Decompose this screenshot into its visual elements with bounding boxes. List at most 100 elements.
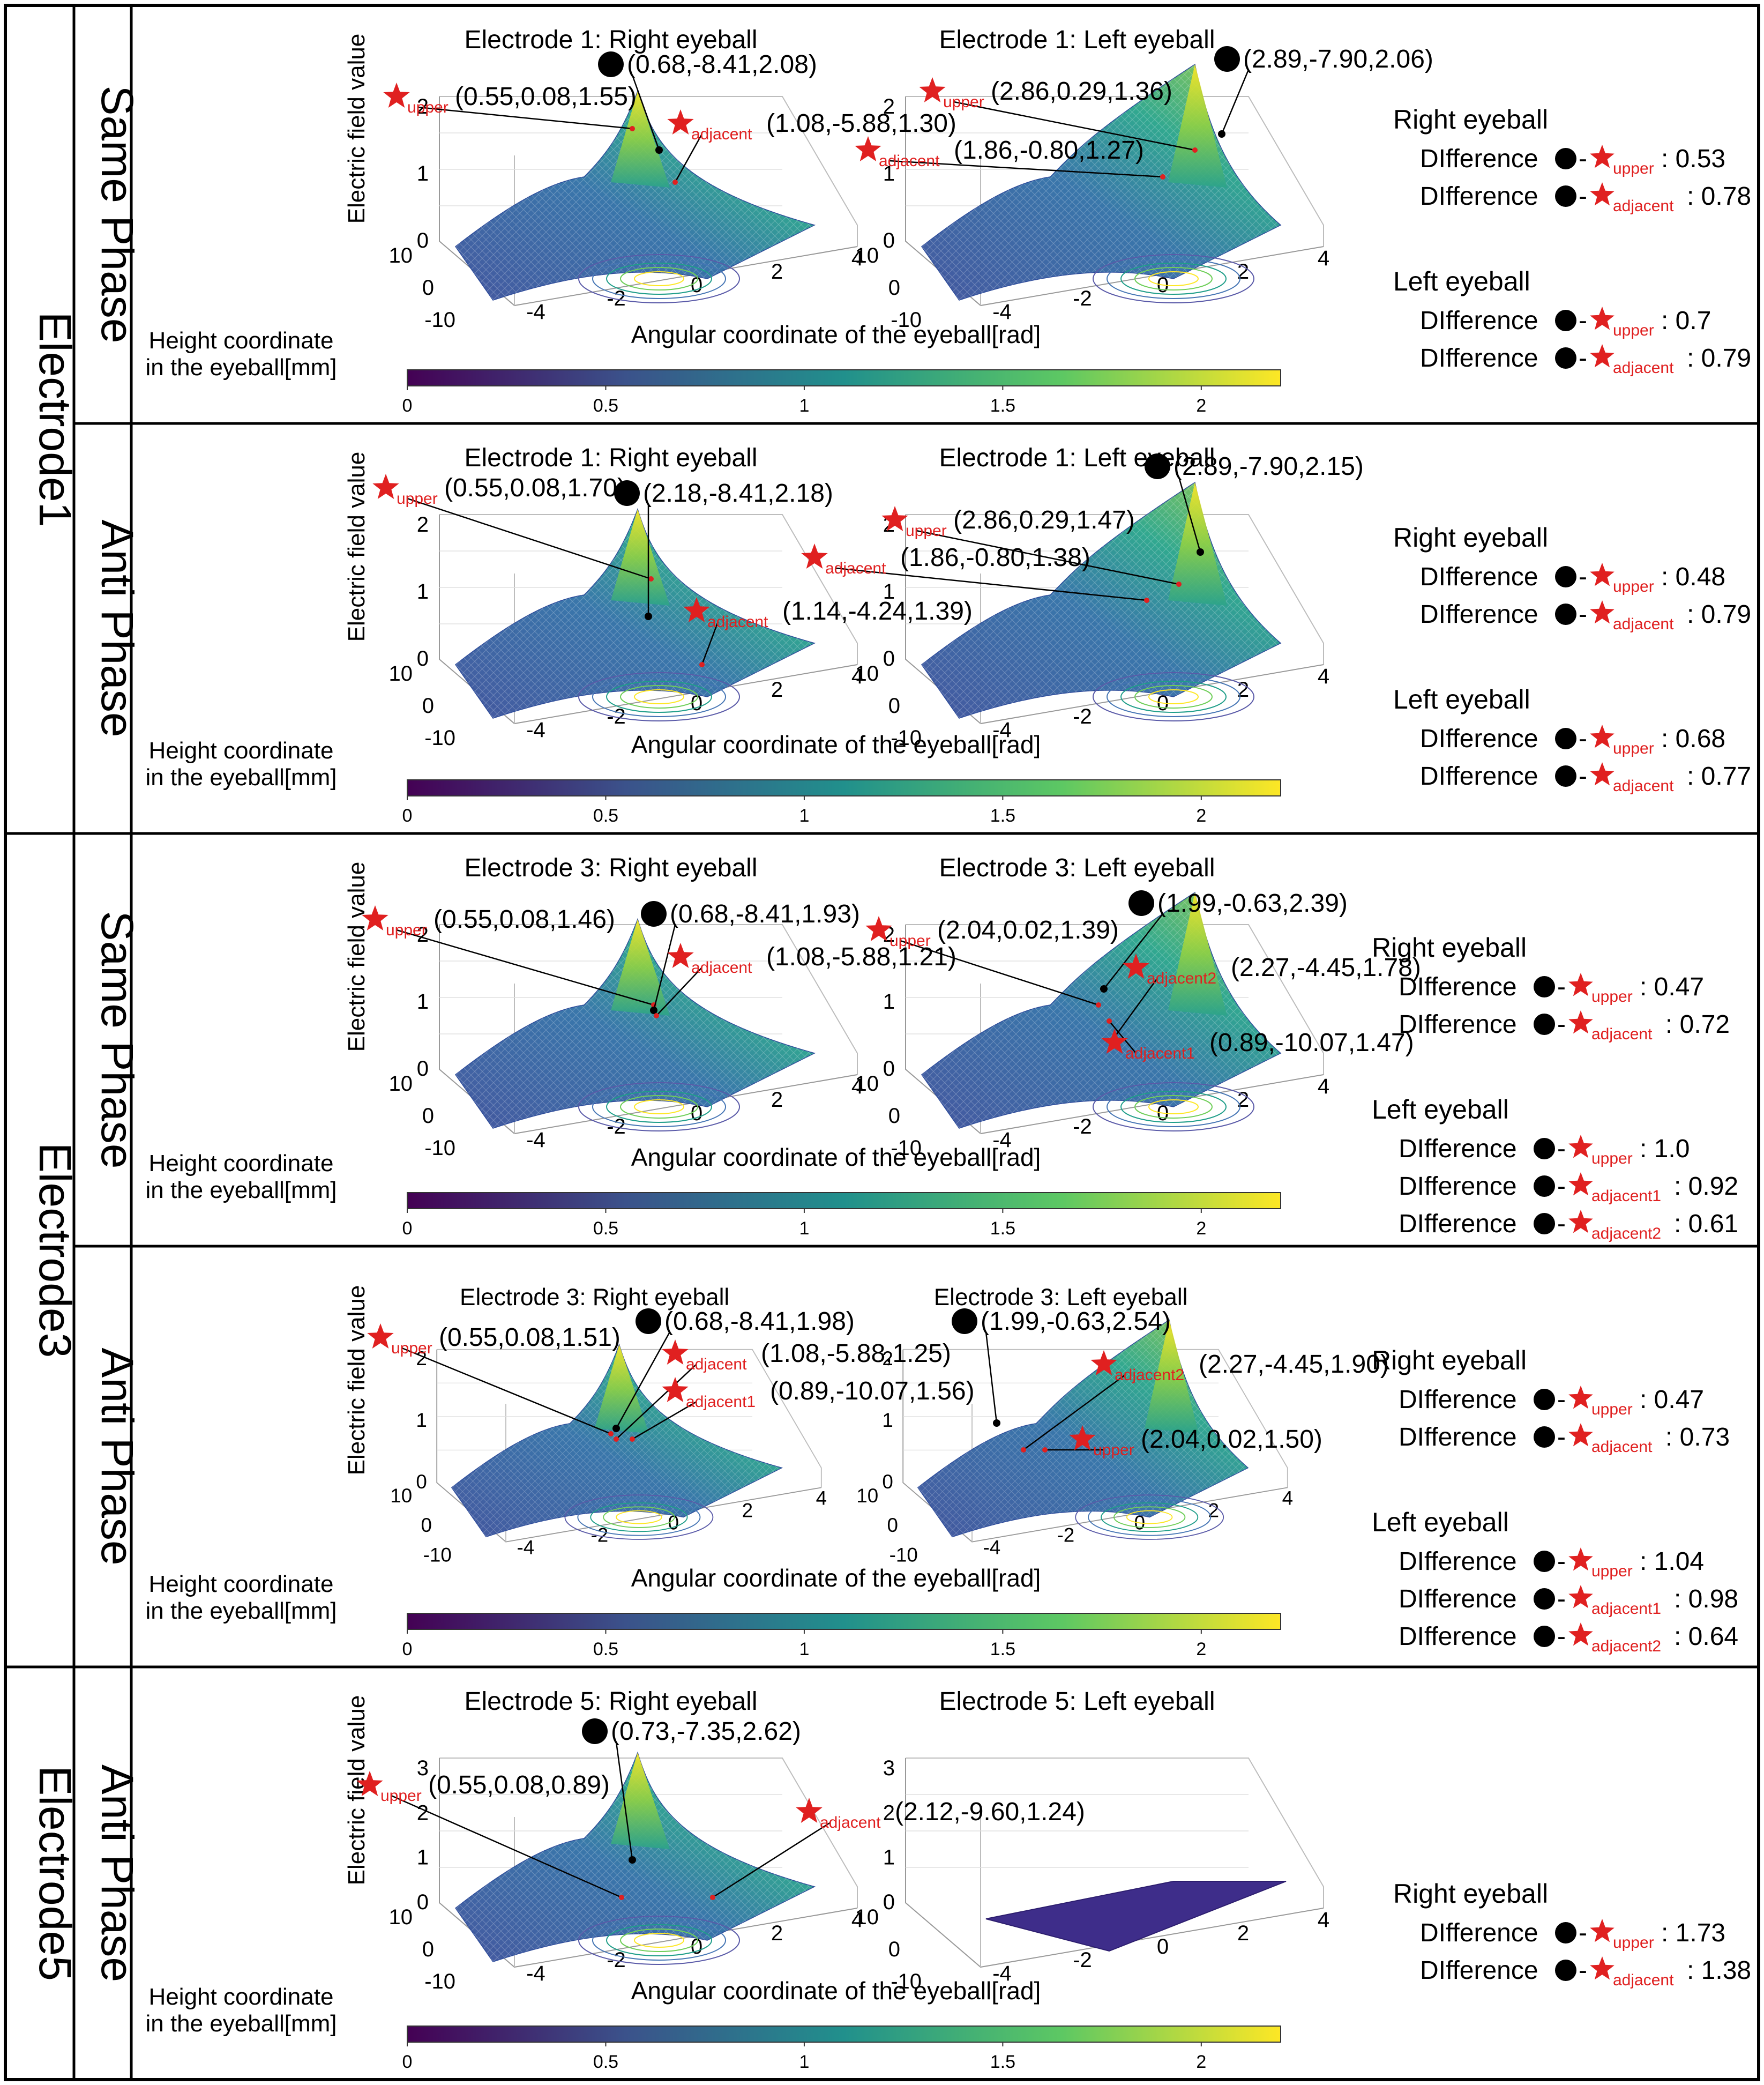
difference-label: DIfference (1399, 1010, 1517, 1039)
colorbar-tick-label: 1.5 (990, 1218, 1015, 1239)
star-marker-icon (683, 597, 710, 622)
y-tick-label: 10 (389, 1905, 413, 1929)
difference-row: DIfference - upper: 0.48 (1420, 563, 1725, 595)
x-tick-label: -2 (607, 1115, 626, 1138)
difference-section-title: Right eyeball (1372, 1345, 1527, 1375)
colorbar-tick-label: 0.5 (593, 2052, 618, 2072)
annotation-coord: (2.27,-4.45,1.90) (1199, 1350, 1389, 1379)
z-tick-label: 1 (883, 162, 895, 185)
difference-label: DIfference (1399, 1547, 1517, 1576)
surface-dot-icon (1100, 985, 1108, 993)
colorbar-tick-label: 1.5 (990, 2052, 1015, 2072)
x-tick-label: -2 (607, 1948, 626, 1972)
contour-line (634, 1099, 684, 1114)
x-tick-label: 0 (1157, 1935, 1169, 1959)
difference-dash: - (1557, 973, 1566, 1001)
y-tick-label: 0 (422, 1104, 434, 1128)
z-tick-label: 2 (883, 95, 895, 118)
difference-value: : 0.48 (1661, 563, 1725, 591)
height-axis-label-line1: Height coordinate (149, 1150, 334, 1176)
y-tick-label: 0 (421, 1514, 432, 1536)
difference-dash: - (1557, 1423, 1566, 1451)
difference-subscript: adjacent (1591, 1438, 1653, 1456)
difference-dash: - (1579, 145, 1587, 173)
axes-box (905, 1758, 1324, 1968)
x-tick-label: 2 (1237, 678, 1249, 702)
z-tick-label: 0 (883, 1890, 895, 1914)
annotation-coord: (0.55,0.08,1.55) (455, 83, 637, 111)
max-point-dot-icon (641, 901, 667, 927)
difference-row: DIfference - upper: 1.0 (1399, 1135, 1690, 1167)
x-tick-label: 4 (816, 1487, 827, 1509)
dot-icon (1555, 566, 1576, 587)
contour-line (1093, 254, 1254, 303)
contour-line (1107, 676, 1240, 717)
leader-line (985, 1331, 998, 1424)
difference-row: DIfference - upper: 0.47 (1399, 973, 1704, 1006)
annotation-subscript: upper (397, 490, 438, 508)
group-label: Electrode5 (30, 1766, 80, 1981)
difference-subscript: adjacent1 (1591, 1187, 1661, 1205)
z-axis-label: Electric field value (343, 862, 370, 1052)
x-tick-label: 4 (851, 1908, 863, 1932)
difference-dash: - (1557, 1386, 1566, 1414)
x-tick-label: 2 (771, 1922, 783, 1945)
colorbar-tick-label: 1 (799, 1639, 809, 1659)
x-tick-label: -2 (607, 287, 626, 310)
star-icon (1568, 973, 1593, 996)
x-tick-label: 0 (691, 691, 702, 715)
dot-icon (1534, 1014, 1555, 1035)
star-icon (1568, 1622, 1593, 1646)
contour-line (620, 1095, 698, 1119)
annotation-subscript: adjacent (686, 1356, 747, 1373)
annotation-coord: (2.04,0.02,1.39) (937, 916, 1119, 944)
z-tick-label: 0 (417, 229, 429, 252)
difference-subscript: upper (1591, 1562, 1633, 1580)
contour-line (1126, 1510, 1173, 1524)
difference-subscript: adjacent1 (1591, 1600, 1661, 1618)
contour-line (1120, 681, 1227, 713)
difference-dash: - (1579, 563, 1587, 591)
max-point-dot-icon (952, 1308, 977, 1334)
star-marker-icon (919, 77, 946, 102)
annotation-star: adjacent1 (0.89,-10.07,1.47) (1101, 1018, 1414, 1062)
colorbar (407, 369, 1281, 386)
panel-1: Anti Phase Electrode 1: Right eyeball 0 1 2 1… (92, 444, 1751, 826)
difference-dash: - (1579, 725, 1587, 753)
difference-subscript: adjacent (1613, 197, 1674, 215)
annotation-star: upper (0.55,0.08,0.89) (356, 1771, 624, 1900)
annotation-star: upper (2.86,0.29,1.36) (919, 77, 1198, 153)
annotation-star: adjacent (1.86,-0.80,1.27) (855, 136, 1165, 180)
difference-subscript: adjacent (1613, 777, 1674, 795)
contour-line (578, 672, 740, 721)
contour-line (1093, 672, 1254, 721)
difference-row: DIfference - upper: 0.7 (1420, 307, 1711, 339)
contour-line (564, 1494, 714, 1540)
contour-line (1134, 685, 1213, 709)
annotation-dot: (2.89,-7.90,2.06) (1214, 45, 1433, 138)
y-tick-label: 10 (855, 662, 879, 686)
annotation-star: adjacent (1.14,-4.24,1.39) (683, 597, 973, 667)
surface-star-point (699, 662, 705, 667)
colorbar-tick-label: 0 (402, 2052, 413, 2072)
difference-value: : 0.77 (1687, 762, 1751, 791)
difference-row: DIfference - adjacent2: 0.64 (1399, 1622, 1738, 1655)
z-tick-label: 0 (882, 1471, 893, 1493)
surface-star-point (654, 1013, 659, 1018)
difference-row: DIfference - adjacent1: 0.92 (1399, 1172, 1738, 1205)
max-point-dot-icon (1214, 46, 1240, 72)
z-tick-label: 0 (417, 1890, 429, 1914)
y-tick-label: -10 (423, 1544, 452, 1566)
surface-dot-icon (612, 1425, 620, 1432)
leader-line (1023, 1374, 1126, 1451)
contour-line (1120, 263, 1227, 295)
difference-row: DIfference - upper: 1.04 (1399, 1547, 1704, 1580)
star-marker-icon (1069, 1425, 1096, 1450)
dot-icon (1534, 1213, 1555, 1234)
axes-gridline (439, 96, 858, 247)
